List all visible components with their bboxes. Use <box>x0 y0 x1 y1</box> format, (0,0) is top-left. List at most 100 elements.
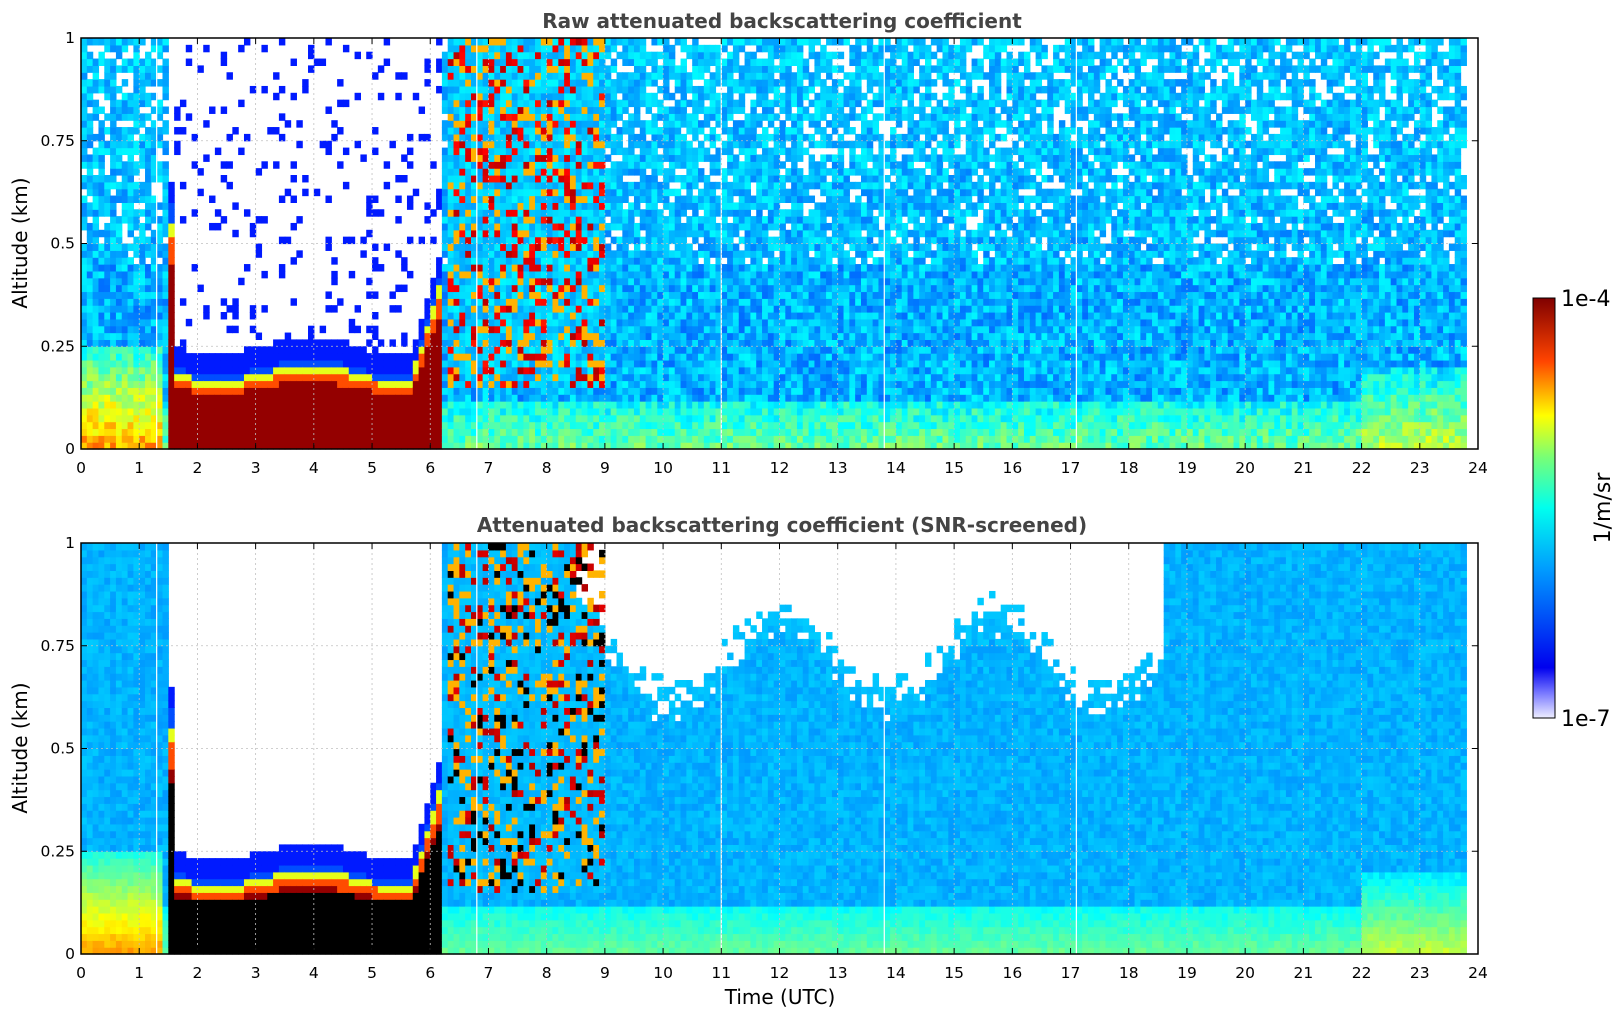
heatmap-cell <box>98 182 104 189</box>
heatmap-cell <box>448 189 454 196</box>
heatmap-cell <box>454 305 460 312</box>
heatmap-cell <box>372 148 378 155</box>
heatmap-cell <box>122 182 128 189</box>
heatmap-cell <box>448 45 454 52</box>
heatmap-cell <box>145 326 151 333</box>
heatmap-cell <box>337 435 343 442</box>
heatmap-cell <box>372 326 378 333</box>
heatmap-cell <box>448 148 454 155</box>
heatmap-cell <box>419 387 425 394</box>
heatmap-cell <box>209 367 215 374</box>
heatmap-cell <box>413 408 419 415</box>
heatmap-cell <box>133 237 139 244</box>
heatmap-cell <box>93 189 99 196</box>
heatmap-cell <box>250 394 256 401</box>
heatmap-cell <box>98 250 104 257</box>
heatmap-cell <box>454 38 460 45</box>
heatmap-cell <box>215 422 221 429</box>
heatmap-cell <box>395 305 401 312</box>
heatmap-cell <box>116 285 122 292</box>
heatmap-cell <box>261 305 267 312</box>
heatmap-cell <box>221 401 227 408</box>
heatmap-cell <box>162 86 168 93</box>
heatmap-cell <box>128 360 134 367</box>
heatmap-cell <box>349 422 355 429</box>
heatmap-cell <box>116 65 122 72</box>
heatmap-cell <box>81 93 87 100</box>
heatmap-cell <box>436 86 442 93</box>
heatmap-cell <box>459 257 465 264</box>
heatmap-cell <box>261 353 267 360</box>
heatmap-cell <box>279 134 285 141</box>
heatmap-cell <box>331 305 337 312</box>
heatmap-cell <box>343 374 349 381</box>
heatmap-cell <box>343 45 349 52</box>
heatmap-cell <box>238 394 244 401</box>
heatmap-cell <box>93 298 99 305</box>
heatmap-cell <box>302 175 308 182</box>
heatmap-cell <box>157 353 163 360</box>
heatmap-cell <box>87 401 93 408</box>
heatmap-cell <box>430 408 436 415</box>
heatmap-cell <box>122 422 128 429</box>
heatmap-cell <box>279 360 285 367</box>
heatmap-cell <box>174 367 180 374</box>
heatmap-cell <box>448 141 454 148</box>
heatmap-cell <box>320 141 326 148</box>
heatmap-cell <box>360 346 366 353</box>
heatmap-cell <box>454 209 460 216</box>
heatmap-cell <box>390 428 396 435</box>
heatmap-cell <box>122 381 128 388</box>
heatmap-cell <box>384 38 390 45</box>
heatmap-cell <box>81 223 87 230</box>
heatmap-cell <box>116 182 122 189</box>
heatmap-cell <box>448 93 454 100</box>
heatmap-cell <box>93 175 99 182</box>
heatmap-cell <box>384 401 390 408</box>
heatmap-cell <box>122 435 128 442</box>
heatmap-cell <box>145 312 151 319</box>
heatmap-cell <box>81 86 87 93</box>
heatmap-cell <box>459 196 465 203</box>
heatmap-cell <box>273 72 279 79</box>
heatmap-cell <box>139 134 145 141</box>
heatmap-cell <box>413 353 419 360</box>
heatmap-cell <box>436 360 442 367</box>
heatmap-cell <box>116 134 122 141</box>
heatmap-cell <box>93 134 99 141</box>
heatmap-cell <box>93 285 99 292</box>
heatmap-cell <box>279 367 285 374</box>
heatmap-cell <box>442 223 448 230</box>
heatmap-cell <box>110 415 116 422</box>
heatmap-cell <box>419 435 425 442</box>
heatmap-cell <box>139 72 145 79</box>
heatmap-cell <box>430 401 436 408</box>
heatmap-cell <box>459 278 465 285</box>
heatmap-cell <box>93 202 99 209</box>
heatmap-cell <box>378 209 384 216</box>
heatmap-cell <box>215 415 221 422</box>
heatmap-cell <box>168 374 174 381</box>
heatmap-cell <box>302 353 308 360</box>
heatmap-cell <box>273 367 279 374</box>
heatmap-cell <box>139 38 145 45</box>
heatmap-cell <box>267 408 273 415</box>
heatmap-cell <box>104 422 110 429</box>
heatmap-cell <box>436 319 442 326</box>
heatmap-cell <box>139 394 145 401</box>
heatmap-cell <box>203 408 209 415</box>
heatmap-cell <box>145 161 151 168</box>
heatmap-cell <box>128 189 134 196</box>
heatmap-cell <box>157 52 163 59</box>
heatmap-cell <box>157 374 163 381</box>
heatmap-cell <box>401 339 407 346</box>
heatmap-cell <box>320 381 326 388</box>
heatmap-cell <box>215 394 221 401</box>
heatmap-cell <box>215 374 221 381</box>
heatmap-cell <box>93 312 99 319</box>
heatmap-cell <box>454 113 460 120</box>
heatmap-cell <box>454 168 460 175</box>
heatmap-cell <box>355 387 361 394</box>
heatmap-cell <box>413 435 419 442</box>
heatmap-cell <box>430 428 436 435</box>
